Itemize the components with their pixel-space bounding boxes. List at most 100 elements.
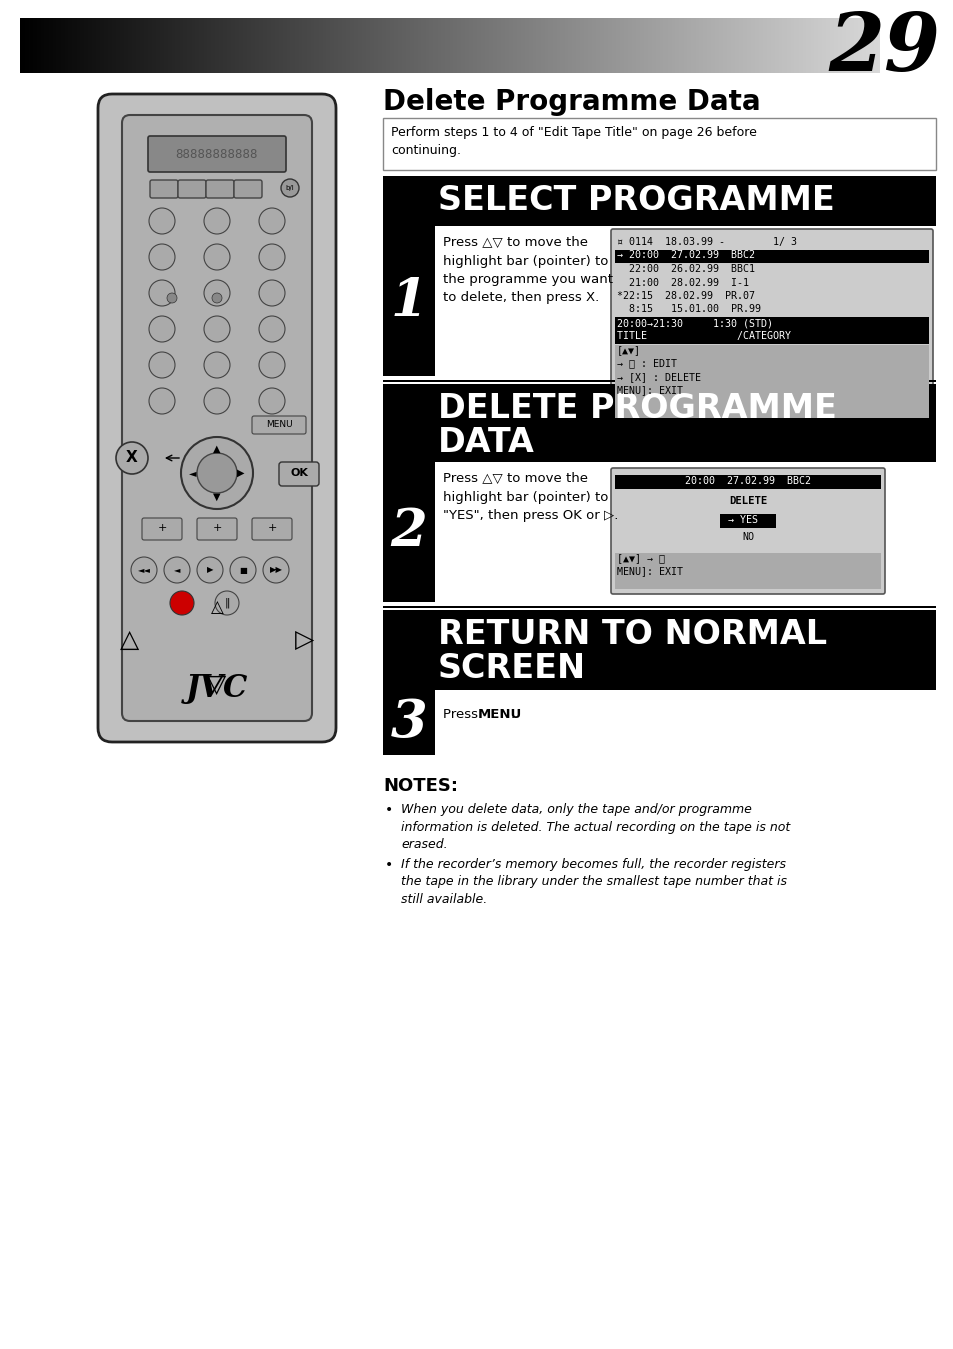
Text: 2: 2 [390,506,427,557]
Circle shape [230,557,255,583]
Bar [615,331,928,344]
Text: → [X] : DELETE: → [X] : DELETE [617,372,700,382]
Text: → 20:00  27.02.99  BBC2: → 20:00 27.02.99 BBC2 [617,251,754,260]
Text: MENU: MENU [265,420,292,429]
Circle shape [212,293,222,304]
Bar [615,250,928,263]
Text: ◄: ◄ [173,565,180,575]
Text: b/l: b/l [285,185,294,192]
FancyBboxPatch shape [122,115,312,720]
FancyBboxPatch shape [196,518,236,540]
Text: ▼: ▼ [213,492,220,502]
Circle shape [149,208,174,233]
Bar [615,553,880,590]
Circle shape [116,442,148,473]
Text: [▲▼]: [▲▼] [617,345,640,355]
Text: Press △▽ to move the
highlight bar (pointer) to
"YES", then press OK or ▷.: Press △▽ to move the highlight bar (poin… [442,472,618,522]
FancyBboxPatch shape [142,518,182,540]
Text: Press: Press [442,708,482,720]
Text: → Ⓜ : EDIT: → Ⓜ : EDIT [617,359,677,368]
FancyBboxPatch shape [233,179,262,198]
Circle shape [214,591,239,615]
Bar [382,384,935,461]
Text: JVC: JVC [186,673,248,704]
Text: 8:15   15.01.00  PR.99: 8:15 15.01.00 PR.99 [617,305,760,314]
FancyBboxPatch shape [610,229,932,424]
Circle shape [204,352,230,378]
FancyBboxPatch shape [98,94,335,742]
Text: If the recorder’s memory becomes full, the recorder registers
the tape in the li: If the recorder’s memory becomes full, t… [400,858,786,907]
Circle shape [149,352,174,378]
FancyBboxPatch shape [610,468,884,594]
Circle shape [204,316,230,343]
Text: 3: 3 [390,697,427,747]
Text: ▲: ▲ [213,444,220,455]
Bar [382,689,435,755]
Text: ▶▶: ▶▶ [269,565,282,575]
Text: +: + [157,523,167,533]
FancyBboxPatch shape [252,518,292,540]
Circle shape [164,557,190,583]
Circle shape [131,557,157,583]
Circle shape [149,316,174,343]
Bar [382,380,935,382]
Text: Press △▽ to move the
highlight bar (pointer) to
the programme you want
to delete: Press △▽ to move the highlight bar (poin… [442,236,613,305]
Circle shape [281,179,298,197]
Text: ▷: ▷ [294,629,314,652]
Text: MENU]: EXIT: MENU]: EXIT [617,567,682,576]
Text: → YES: → YES [727,515,758,525]
Text: •: • [385,803,393,817]
FancyBboxPatch shape [206,179,233,198]
Text: continuing.: continuing. [391,144,460,156]
Bar [615,345,928,418]
FancyBboxPatch shape [150,179,178,198]
Text: Delete Programme Data: Delete Programme Data [382,88,760,116]
Text: +: + [267,523,276,533]
Text: [▲▼] → Ⓜ: [▲▼] → Ⓜ [617,553,664,563]
Circle shape [258,244,285,270]
Text: NOTES:: NOTES: [382,777,457,795]
Text: 20:00→21:30     1:30 (STD): 20:00→21:30 1:30 (STD) [617,318,772,328]
Text: ▶: ▶ [207,565,213,575]
Text: 20:00  27.02.99  BBC2: 20:00 27.02.99 BBC2 [684,476,810,486]
Text: Perform steps 1 to 4 of "Edit Tape Title" on page 26 before: Perform steps 1 to 4 of "Edit Tape Title… [391,125,756,139]
Text: ◄◄: ◄◄ [137,565,151,575]
Circle shape [258,281,285,306]
Circle shape [204,244,230,270]
Text: ‖: ‖ [224,598,230,608]
Text: ▶: ▶ [237,468,245,478]
Text: ■: ■ [239,565,247,575]
Circle shape [196,557,223,583]
Circle shape [258,389,285,414]
Text: ◄: ◄ [189,468,196,478]
Bar [382,610,935,689]
Text: ▽: ▽ [207,673,227,697]
Circle shape [258,208,285,233]
Circle shape [149,389,174,414]
Text: DELETE PROGRAMME
DATA: DELETE PROGRAMME DATA [437,393,836,459]
Text: +: + [213,523,221,533]
Text: SELECT PROGRAMME: SELECT PROGRAMME [437,183,834,217]
Text: •: • [385,858,393,871]
Text: 21:00  28.02.99  I-1: 21:00 28.02.99 I-1 [617,278,748,287]
FancyBboxPatch shape [148,136,286,173]
Circle shape [204,208,230,233]
Circle shape [149,281,174,306]
FancyBboxPatch shape [252,415,306,434]
Text: △: △ [120,629,139,652]
Text: X: X [126,451,138,465]
Bar [382,606,935,608]
Circle shape [170,591,193,615]
Text: MENU: MENU [477,708,521,720]
Text: DELETE: DELETE [728,495,766,506]
Circle shape [149,244,174,270]
Text: OK: OK [290,468,308,478]
Text: 29: 29 [827,9,939,88]
Circle shape [258,316,285,343]
Text: ¤ 0114  18.03.99 -        1/ 3: ¤ 0114 18.03.99 - 1/ 3 [617,237,796,247]
Text: 1: 1 [390,275,427,326]
Circle shape [181,437,253,509]
Circle shape [263,557,289,583]
FancyBboxPatch shape [278,461,318,486]
Bar [382,461,435,602]
